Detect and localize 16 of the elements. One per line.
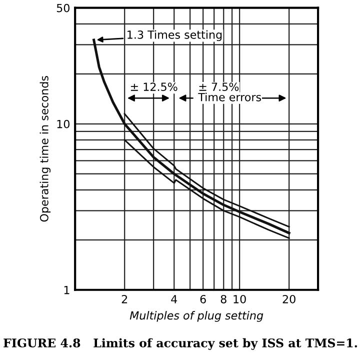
x-tick-label: 8	[220, 294, 226, 304]
x-tick-label: 2	[122, 294, 128, 304]
annotation: Time errors	[198, 92, 262, 102]
y-tick-label: 50	[56, 4, 70, 12]
y-tick-label: 1	[64, 286, 70, 294]
annotation: 1.3 Times setting	[128, 30, 222, 42]
x-axis-title: Multiples of plug setting	[130, 311, 264, 322]
text: FIGURE 4.8 Limits of accuracy set by ISS at TMS=1.	[4, 338, 357, 350]
annotation: ± 12.5%	[130, 82, 178, 92]
y-tick-label: 10	[57, 120, 70, 128]
x-tick-label: 20	[282, 294, 296, 304]
y-axis-title: Operating time in seconds	[40, 76, 51, 222]
annotation: ± 7.5%	[199, 82, 239, 92]
x-tick-label: 4	[171, 295, 178, 304]
x-tick-label: 6	[200, 294, 206, 304]
x-tick-label: 10	[234, 294, 246, 304]
